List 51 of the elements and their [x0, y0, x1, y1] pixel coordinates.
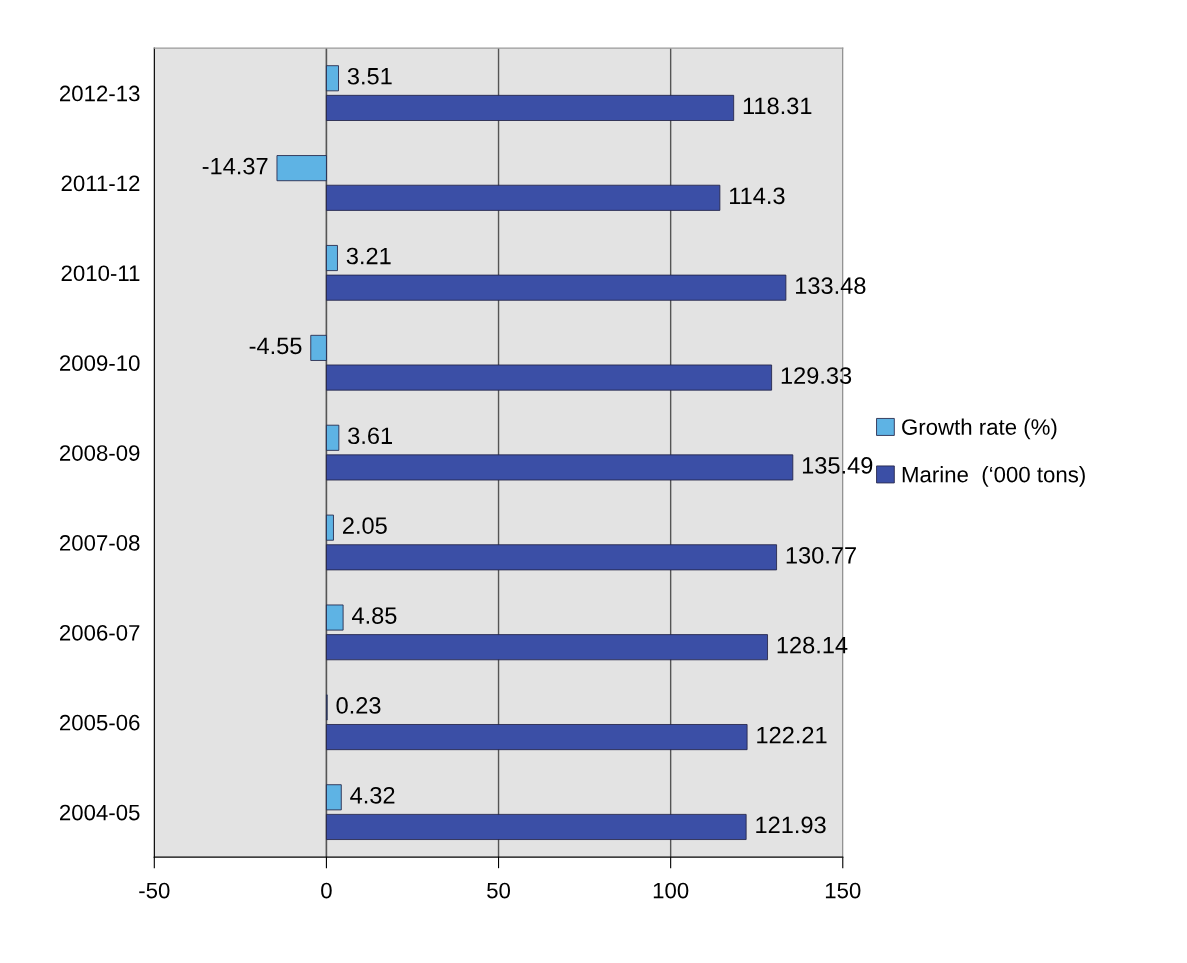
y-tick-label: 2008-09: [59, 445, 140, 461]
data-label: 128.14: [777, 636, 848, 654]
data-label: 3.21: [346, 247, 391, 265]
data-label: 130.77: [786, 546, 856, 564]
bar: [326, 424, 340, 451]
legend-label: Growth rate (%): [902, 418, 1057, 440]
data-label: 0.23: [336, 697, 381, 714]
y-tick-label: 2007-08: [59, 535, 140, 551]
bar: [326, 65, 339, 92]
bar: [326, 634, 768, 661]
data-label: 114.3: [730, 187, 785, 205]
data-label: 133.48: [796, 277, 866, 295]
data-label: -14.37: [202, 157, 268, 175]
legend-label: Marine (‘000 tons): [902, 466, 1085, 487]
data-label: 4.32: [350, 786, 395, 804]
data-label: 2.05: [343, 517, 387, 534]
y-tick-label: 2006-07: [59, 624, 140, 641]
bar: [326, 184, 721, 211]
bar: [326, 813, 747, 840]
bar: [326, 784, 342, 811]
bar: [326, 364, 773, 391]
x-tick-label: -50: [139, 882, 170, 899]
y-tick-label: 2011-12: [61, 175, 140, 192]
y-tick-label: 2010-11: [61, 265, 140, 282]
y-tick-label: 2004-05: [59, 804, 140, 821]
data-label: 4.85: [352, 607, 397, 624]
bar: [276, 155, 327, 182]
bar: [326, 514, 334, 541]
data-label: 3.61: [348, 427, 392, 445]
data-label: 121.93: [756, 816, 826, 834]
bar: [326, 454, 794, 481]
x-tick-label: 50: [487, 882, 511, 899]
x-tick-label: 0: [321, 882, 332, 899]
bar: [326, 544, 777, 571]
data-label: 122.21: [757, 726, 827, 744]
x-tick-label: 150: [825, 882, 861, 899]
data-label: 135.49: [802, 457, 873, 474]
data-label: 129.33: [781, 367, 852, 384]
bar: [326, 724, 748, 751]
y-tick-label: 2009-10: [59, 355, 140, 371]
bar: [326, 274, 787, 301]
bar: [310, 334, 327, 361]
y-tick-label: 2005-06: [59, 714, 140, 731]
x-tick-label: 100: [653, 882, 689, 899]
bar: [326, 245, 338, 272]
bar: [326, 94, 735, 121]
data-label: -4.55: [249, 337, 302, 355]
bar: [326, 604, 344, 631]
data-label: 118.31: [743, 97, 812, 115]
y-tick-label: 2012-13: [59, 85, 140, 102]
data-label: 3.51: [347, 67, 392, 85]
